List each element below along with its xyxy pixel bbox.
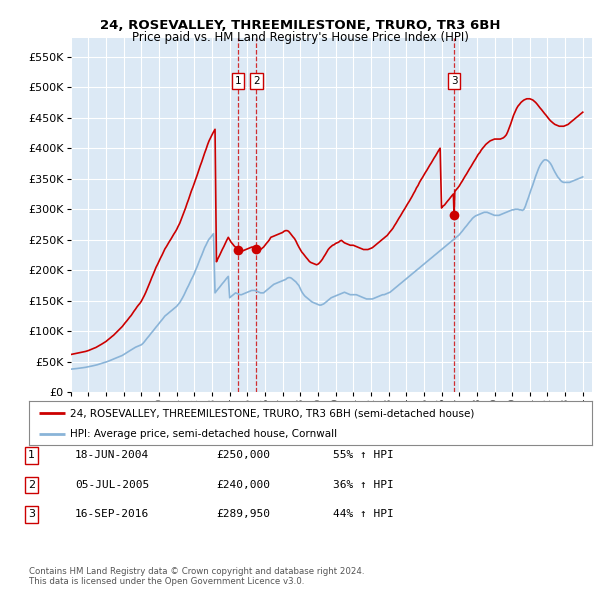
Text: 24, ROSEVALLEY, THREEMILESTONE, TRURO, TR3 6BH: 24, ROSEVALLEY, THREEMILESTONE, TRURO, T… bbox=[100, 19, 500, 32]
Text: Contains HM Land Registry data © Crown copyright and database right 2024.: Contains HM Land Registry data © Crown c… bbox=[29, 568, 364, 576]
Text: 1: 1 bbox=[235, 76, 241, 86]
Text: £240,000: £240,000 bbox=[216, 480, 270, 490]
Text: 24, ROSEVALLEY, THREEMILESTONE, TRURO, TR3 6BH (semi-detached house): 24, ROSEVALLEY, THREEMILESTONE, TRURO, T… bbox=[70, 408, 474, 418]
Text: This data is licensed under the Open Government Licence v3.0.: This data is licensed under the Open Gov… bbox=[29, 577, 304, 586]
Text: 44% ↑ HPI: 44% ↑ HPI bbox=[333, 510, 394, 519]
Text: 55% ↑ HPI: 55% ↑ HPI bbox=[333, 451, 394, 460]
Text: 2: 2 bbox=[253, 76, 260, 86]
Text: 1: 1 bbox=[28, 451, 35, 460]
Text: 05-JUL-2005: 05-JUL-2005 bbox=[75, 480, 149, 490]
Text: 18-JUN-2004: 18-JUN-2004 bbox=[75, 451, 149, 460]
Text: £250,000: £250,000 bbox=[216, 451, 270, 460]
Text: 3: 3 bbox=[451, 76, 457, 86]
Text: HPI: Average price, semi-detached house, Cornwall: HPI: Average price, semi-detached house,… bbox=[70, 430, 337, 440]
Text: 16-SEP-2016: 16-SEP-2016 bbox=[75, 510, 149, 519]
Text: 2: 2 bbox=[28, 480, 35, 490]
Text: Price paid vs. HM Land Registry's House Price Index (HPI): Price paid vs. HM Land Registry's House … bbox=[131, 31, 469, 44]
Text: 3: 3 bbox=[28, 510, 35, 519]
Text: £289,950: £289,950 bbox=[216, 510, 270, 519]
Text: 36% ↑ HPI: 36% ↑ HPI bbox=[333, 480, 394, 490]
